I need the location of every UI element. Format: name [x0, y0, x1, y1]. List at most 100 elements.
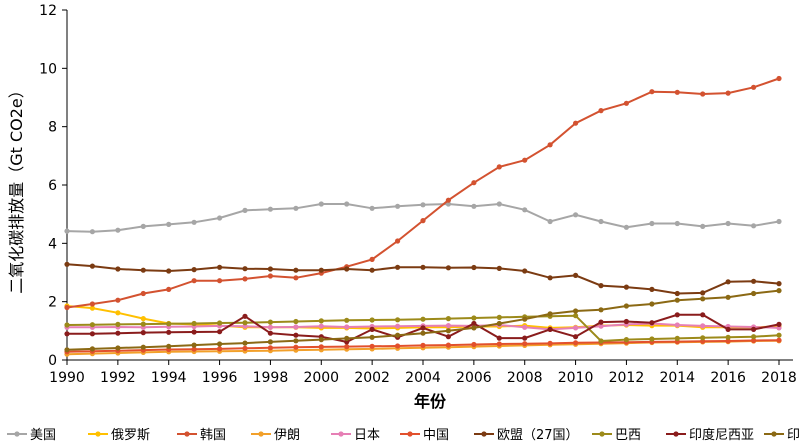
- data-point: [522, 324, 528, 330]
- data-point: [89, 346, 95, 352]
- data-point: [395, 264, 401, 270]
- data-point: [318, 201, 324, 207]
- data-point: [649, 336, 655, 342]
- data-point: [598, 283, 604, 289]
- series-line: [66, 77, 780, 309]
- data-point: [217, 264, 223, 270]
- data-point: [471, 180, 477, 186]
- data-point: [547, 142, 553, 148]
- x-tick-label: 2016: [710, 370, 746, 386]
- data-point: [751, 223, 757, 229]
- legend-marker: [95, 431, 101, 437]
- legend-label: 韩国: [200, 428, 226, 443]
- data-point: [471, 203, 477, 209]
- legend-marker: [14, 431, 20, 437]
- data-point: [623, 224, 630, 230]
- data-point: [395, 238, 401, 244]
- data-point: [674, 297, 680, 303]
- data-point: [674, 335, 680, 341]
- data-point: [395, 332, 401, 338]
- data-point: [573, 325, 579, 331]
- data-point: [522, 157, 528, 163]
- data-point: [217, 329, 223, 335]
- x-tick-label: 2006: [456, 370, 492, 386]
- data-point: [725, 90, 731, 96]
- legend-label: 俄罗斯: [111, 428, 150, 443]
- data-point: [776, 321, 782, 327]
- data-point: [445, 201, 451, 207]
- data-point: [623, 337, 630, 343]
- data-point: [725, 334, 731, 340]
- series-9: [64, 288, 782, 353]
- data-point: [293, 338, 299, 344]
- data-point: [573, 308, 579, 314]
- data-point: [115, 297, 121, 303]
- data-point: [267, 339, 273, 345]
- data-point: [674, 290, 680, 297]
- series-2: [64, 75, 782, 311]
- legend-label: 伊朗: [274, 428, 300, 443]
- data-point: [344, 324, 350, 330]
- data-point: [445, 265, 451, 271]
- data-point: [623, 318, 630, 325]
- data-point: [318, 323, 324, 329]
- data-point: [725, 294, 731, 300]
- data-point: [598, 218, 604, 225]
- series-0: [64, 201, 782, 235]
- y-tick-label: 8: [48, 120, 57, 136]
- data-point: [700, 296, 706, 302]
- data-point: [547, 275, 553, 281]
- data-point: [64, 304, 70, 311]
- data-point: [318, 267, 324, 273]
- data-point: [166, 329, 172, 335]
- data-point: [649, 89, 655, 95]
- data-point: [674, 312, 680, 318]
- data-point: [522, 341, 528, 347]
- y-axis-label: 二氧化碳排放量（Gt CO2e）: [7, 82, 26, 294]
- data-point: [242, 207, 248, 213]
- data-point: [140, 223, 146, 229]
- data-point: [166, 343, 172, 349]
- data-point: [115, 266, 121, 272]
- data-point: [217, 341, 223, 347]
- plot-area: [66, 10, 793, 361]
- data-point: [776, 332, 782, 338]
- data-point: [623, 284, 630, 290]
- data-point: [725, 279, 731, 285]
- data-point: [64, 322, 70, 328]
- data-point: [115, 345, 121, 351]
- data-point: [318, 337, 324, 343]
- data-point: [700, 323, 706, 329]
- data-point: [89, 229, 95, 235]
- data-point: [293, 205, 299, 211]
- data-point: [598, 108, 604, 114]
- data-point: [140, 321, 146, 327]
- data-point: [293, 324, 299, 330]
- data-point: [649, 286, 655, 292]
- legend-marker: [771, 431, 777, 437]
- data-point: [242, 320, 248, 326]
- data-point: [344, 266, 350, 272]
- data-point: [166, 268, 172, 274]
- y-tick-label: 6: [48, 178, 57, 194]
- data-point: [547, 326, 553, 332]
- data-point: [140, 330, 146, 336]
- legend-marker: [258, 431, 264, 437]
- data-point: [191, 278, 197, 284]
- data-point: [293, 344, 299, 350]
- data-point: [776, 337, 782, 343]
- data-point: [217, 346, 223, 352]
- data-point: [293, 275, 299, 281]
- x-tick-label: 1990: [49, 370, 85, 386]
- data-point: [522, 207, 528, 213]
- data-point: [700, 312, 706, 318]
- data-point: [191, 342, 197, 348]
- data-point: [445, 316, 451, 322]
- data-point: [267, 330, 273, 336]
- data-point: [598, 338, 604, 344]
- data-point: [776, 288, 782, 294]
- data-point: [725, 220, 731, 227]
- data-point: [496, 265, 502, 271]
- data-point: [166, 221, 172, 227]
- data-point: [64, 261, 70, 267]
